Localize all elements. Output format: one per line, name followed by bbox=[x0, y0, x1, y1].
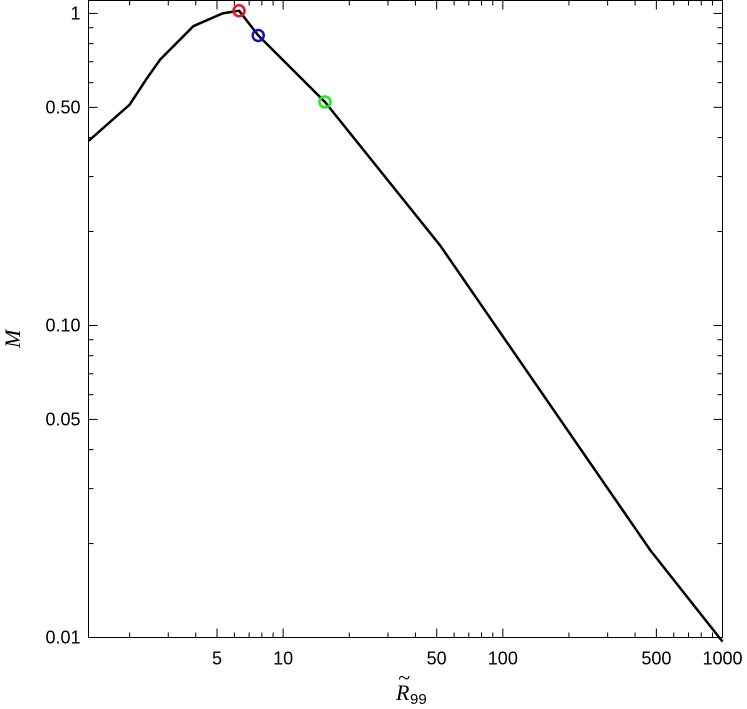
x-axis-label-base: R bbox=[395, 680, 410, 705]
y-axis-label-base: M bbox=[0, 328, 25, 349]
x-axis-label-subscript: 99 bbox=[410, 691, 427, 708]
data-point-marker bbox=[318, 95, 332, 109]
y-axis-label: M ~ bbox=[0, 328, 25, 349]
x-tick-label: 10 bbox=[273, 649, 293, 669]
y-axis-label-accent: ~ bbox=[0, 334, 10, 346]
tick-labels: 5 10 50 100 500 1000 0.01 0.05 0.10 0.50 1 bbox=[45, 3, 742, 668]
tick-marks bbox=[88, 0, 723, 638]
y-tick-label: 0.05 bbox=[45, 409, 80, 429]
x-axis-label: R 99 ~ bbox=[395, 665, 427, 708]
y-tick-label: 1 bbox=[70, 3, 80, 23]
y-tick-label: 0.10 bbox=[45, 315, 80, 335]
y-tick-label: 0.01 bbox=[45, 628, 80, 648]
data-point-marker bbox=[232, 3, 246, 18]
data-point-marker bbox=[251, 28, 265, 43]
x-tick-label: 500 bbox=[641, 649, 671, 669]
x-tick-label: 5 bbox=[212, 649, 222, 669]
marker-layer bbox=[232, 3, 332, 109]
x-tick-label: 1000 bbox=[702, 649, 742, 669]
series-line bbox=[87, 9, 724, 643]
series-layer bbox=[87, 9, 724, 643]
plot-frame bbox=[88, 0, 723, 638]
x-axis-label-accent: ~ bbox=[398, 665, 410, 690]
y-tick-label: 0.50 bbox=[45, 97, 80, 117]
x-tick-label: 100 bbox=[488, 649, 518, 669]
x-tick-label: 50 bbox=[427, 649, 447, 669]
